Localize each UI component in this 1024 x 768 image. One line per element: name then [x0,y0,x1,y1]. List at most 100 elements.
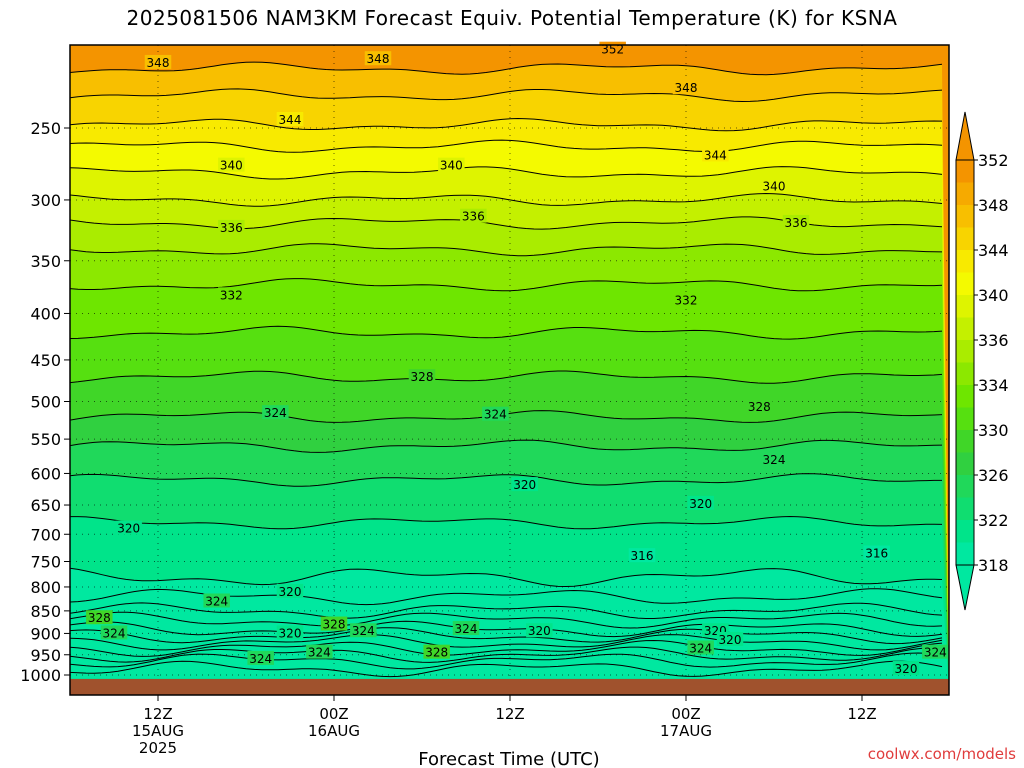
contour-line-322 [70,473,942,487]
y-tick-label: 950 [30,646,61,665]
contour-line-bl [70,627,943,645]
y-tick-label: 850 [30,602,61,621]
colorbar-label: 340 [978,286,1009,305]
contour-label: 336 [782,214,810,230]
contour-label: 324 [687,640,714,655]
contour-label: 320 [526,623,553,638]
contour-label: 316 [863,545,890,561]
x-axis-label: Forecast Time (UTC) [418,749,599,768]
contour-label-text: 316 [865,547,888,561]
y-tick-label: 800 [30,578,61,597]
contour-label: 324 [247,650,274,666]
contour-label-bg [276,583,304,598]
colorbar-segment [956,250,974,273]
y-tick-label: 600 [30,464,61,483]
contour-label: 340 [218,157,245,173]
contour-label: 320 [687,495,714,511]
contour-label-bg [320,616,348,631]
contour-line-346 [70,88,943,103]
contour-lines [70,61,943,678]
contour-label-bg [203,593,230,608]
contour-label-bg [247,650,274,665]
contour-label-text: 324 [455,622,478,636]
contour-label: 332 [218,287,245,302]
contour-label: 324 [262,405,289,420]
y-tick-label: 350 [30,252,61,271]
contour-label-text: 320 [528,624,551,638]
watermark-text: coolwx.com/models [867,745,1016,763]
contour-label-text: 328 [323,618,346,632]
colorbar-segment [956,497,974,521]
contour-line-bl [70,639,943,657]
contour-label-bg [672,292,700,307]
contour-label-text: 344 [704,148,727,162]
contour-label: 320 [716,631,744,647]
contour-label-bg [746,398,773,413]
contour-label-text: 348 [367,52,390,66]
contour-label: 324 [100,625,128,640]
contour-label: 324 [452,621,480,636]
contour-label: 324 [482,406,509,422]
contour-label-text: 320 [279,626,302,640]
contour-label-text: 324 [308,646,331,660]
x-tick-label: 17AUG [660,722,712,740]
contour-label-text: 324 [103,626,126,640]
contour-line-334 [70,243,943,257]
contour-label-bg [423,644,450,659]
contour-line-324 [70,439,943,453]
contour-label-text: 336 [785,216,808,230]
x-tick-label: 12Z [143,705,172,723]
contour-line-344 [70,117,943,132]
contour-label: 328 [423,644,450,660]
chart-title: 2025081506 NAM3KM Forecast Equiv. Potent… [126,6,898,30]
contour-line-320 [70,515,943,530]
colorbar-segment [956,362,974,386]
x-tick-label: 00Z [319,705,348,723]
contour-line-bl [70,611,943,629]
contour-line-330 [70,325,943,340]
contour-label: 324 [760,452,788,467]
contour-line-bl [70,652,943,670]
colorbar-label: 322 [978,511,1009,530]
contour-label: 328 [320,616,348,632]
contour-label-bg [438,157,465,172]
contour-label-bg [672,80,700,95]
contour-label-bg [702,147,729,162]
contour-label-bg [100,625,128,640]
y-tick-label: 900 [30,624,61,643]
contour-label-bg [276,625,304,640]
colorbar-label: 334 [978,376,1009,395]
contour-label-bg [760,178,788,193]
contour-label-bg [218,287,245,302]
contour-label: 320 [276,625,304,640]
contour-label: 320 [892,661,920,676]
contour-label: 320 [276,583,304,599]
colorbar-bottom-triangle [955,564,975,611]
colorbar-segment [956,272,974,296]
contour-label: 324 [306,644,333,660]
contour-label-text: 320 [719,633,742,647]
grid-lines [70,45,949,695]
colorbar-segment [956,340,974,363]
contour-label: 352 [599,41,626,57]
colorbar-segment [956,385,974,408]
contour-label-bg [364,51,392,66]
colorbar-segment [956,295,974,318]
contour-label-text: 332 [220,288,243,302]
contour-label-bg [306,644,333,659]
colorbar-label: 318 [978,556,1009,575]
contour-label-bg [892,661,920,676]
contour-label-text: 328 [748,400,771,414]
contour-label: 328 [746,398,773,414]
contour-label: 320 [115,520,142,536]
contour-label-bg [115,520,142,535]
x-tick-label: 00Z [671,705,700,723]
contour-label-bg [863,545,890,560]
contour-label: 340 [760,178,788,194]
contour-label-bg [511,477,538,492]
colorbar-segment [956,542,974,566]
colorbar-segment [956,452,974,476]
colorbar-label: 348 [978,196,1009,215]
contour-label-bg [760,452,788,467]
